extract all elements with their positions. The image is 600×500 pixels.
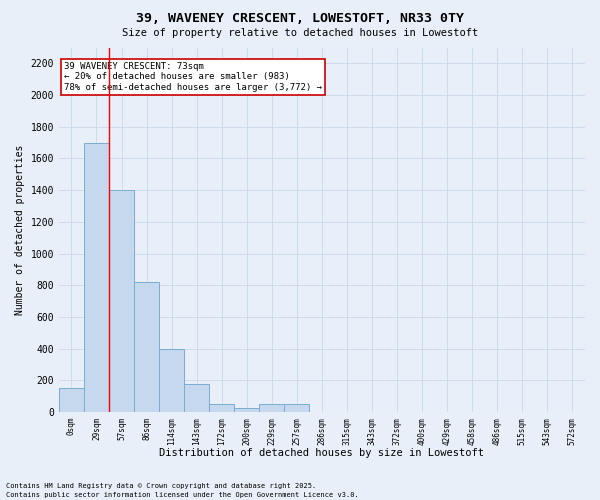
Text: Contains public sector information licensed under the Open Government Licence v3: Contains public sector information licen… bbox=[6, 492, 359, 498]
Text: Size of property relative to detached houses in Lowestoft: Size of property relative to detached ho… bbox=[122, 28, 478, 38]
Y-axis label: Number of detached properties: Number of detached properties bbox=[15, 144, 25, 315]
Bar bbox=[259, 404, 284, 412]
Bar bbox=[59, 388, 84, 412]
X-axis label: Distribution of detached houses by size in Lowestoft: Distribution of detached houses by size … bbox=[160, 448, 484, 458]
Text: 39, WAVENEY CRESCENT, LOWESTOFT, NR33 0TY: 39, WAVENEY CRESCENT, LOWESTOFT, NR33 0T… bbox=[136, 12, 464, 26]
Text: 39 WAVENEY CRESCENT: 73sqm
← 20% of detached houses are smaller (983)
78% of sem: 39 WAVENEY CRESCENT: 73sqm ← 20% of deta… bbox=[64, 62, 322, 92]
Bar bbox=[284, 404, 310, 412]
Bar bbox=[159, 348, 184, 412]
Text: Contains HM Land Registry data © Crown copyright and database right 2025.: Contains HM Land Registry data © Crown c… bbox=[6, 483, 316, 489]
Bar bbox=[109, 190, 134, 412]
Bar bbox=[84, 142, 109, 412]
Bar bbox=[184, 384, 209, 412]
Bar bbox=[234, 408, 259, 412]
Bar bbox=[134, 282, 159, 412]
Bar bbox=[209, 404, 234, 412]
